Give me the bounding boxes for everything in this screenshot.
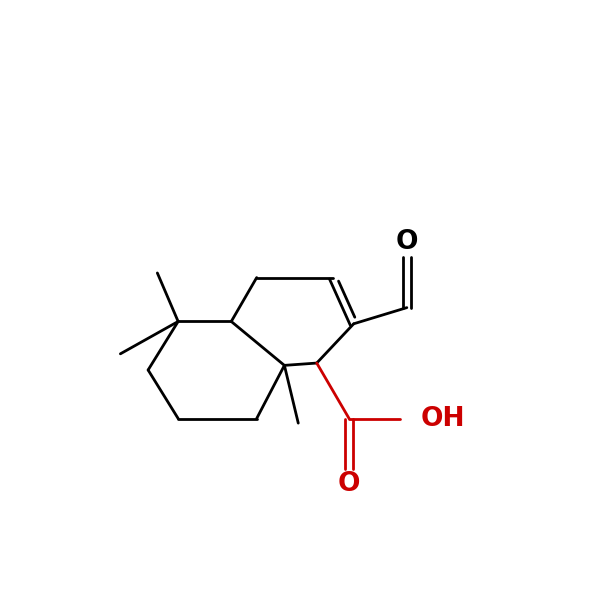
Text: OH: OH — [421, 406, 465, 431]
Text: O: O — [395, 229, 418, 255]
Text: O: O — [338, 471, 361, 497]
